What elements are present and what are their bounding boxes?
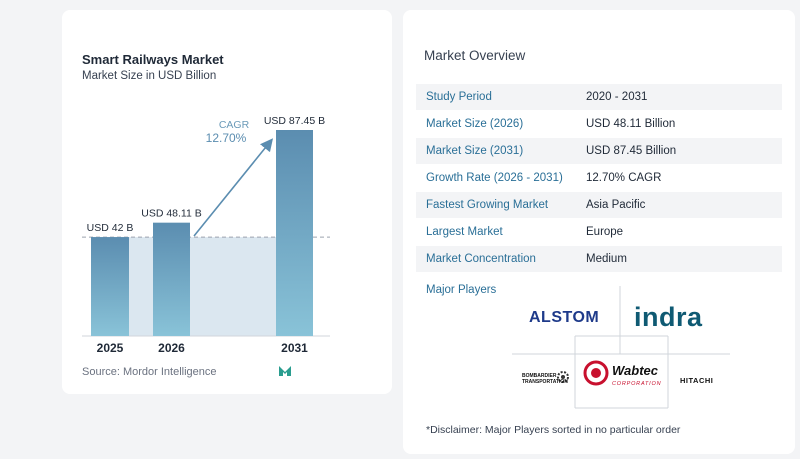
overview-value: USD 87.45 Billion (586, 145, 677, 157)
cagr-label: CAGR (219, 119, 250, 131)
cagr-arrow (193, 138, 274, 237)
disclaimer-text: *Disclaimer: Major Players sorted in no … (426, 424, 681, 436)
x-tick-2031: 2031 (281, 341, 308, 355)
overview-row: Fastest Growing Market Asia Pacific (416, 192, 782, 219)
data-label-2025: USD 42 B (87, 222, 134, 234)
overview-key: Largest Market (426, 226, 503, 238)
wabtec-logo: Wabtec CORPORATION (583, 360, 661, 387)
x-tick-2026: 2026 (158, 341, 185, 355)
wabtec-logo-text: Wabtec (612, 363, 659, 378)
overview-row: Market Size (2026) USD 48.11 Billion (416, 111, 782, 138)
overview-row: Study Period 2020 - 2031 (416, 84, 782, 111)
bombardier-logo: BOMBARDIER TRANSPORTATION (522, 373, 568, 385)
overview-row: Market Concentration Medium (416, 246, 782, 273)
overview-row: Market Size (2031) USD 87.45 Billion (416, 138, 782, 165)
mordor-logo (279, 366, 291, 376)
overview-key: Study Period (426, 91, 492, 103)
bar-2031 (276, 130, 313, 336)
overview-key: Market Size (2026) (426, 118, 524, 130)
indra-logo: indra (634, 302, 703, 332)
data-label-2031: USD 87.45 B (264, 115, 325, 127)
overview-value: Europe (586, 226, 624, 238)
chart-subtitle: Market Size in USD Billion (82, 70, 217, 82)
chart-title: Smart Railways Market (82, 52, 224, 67)
hitachi-logo: HITACHI (680, 376, 714, 385)
overview-row: Largest Market Europe (416, 219, 782, 246)
overview-key: Market Concentration (426, 253, 536, 265)
bar-2026 (153, 222, 190, 336)
overview-row: Growth Rate (2026 - 2031) 12.70% CAGR (416, 165, 782, 192)
data-label-2026: USD 48.11 B (141, 208, 202, 220)
overview-title: Market Overview (424, 48, 526, 63)
wabtec-logo-subtext: CORPORATION (612, 381, 661, 387)
overview-value: 12.70% CAGR (586, 172, 662, 184)
overview-value: Asia Pacific (586, 199, 646, 211)
chart-source: Source: Mordor Intelligence (82, 366, 217, 378)
alstom-logo: ALSTOM (529, 309, 600, 326)
overview-key: Market Size (2031) (426, 145, 524, 157)
major-players-label: Major Players (426, 284, 497, 296)
x-tick-2025: 2025 (97, 341, 124, 355)
overview-value: Medium (586, 253, 627, 265)
overview-value: USD 48.11 Billion (586, 118, 676, 130)
gear-icon (557, 371, 569, 383)
overview-key: Growth Rate (2026 - 2031) (426, 172, 563, 184)
overview-key: Fastest Growing Market (426, 199, 549, 211)
overview-table: Study Period 2020 - 2031 Market Size (202… (416, 84, 782, 273)
overview-value: 2020 - 2031 (586, 91, 648, 103)
cagr-value: 12.70% (206, 131, 247, 145)
bar-2025 (91, 237, 129, 336)
